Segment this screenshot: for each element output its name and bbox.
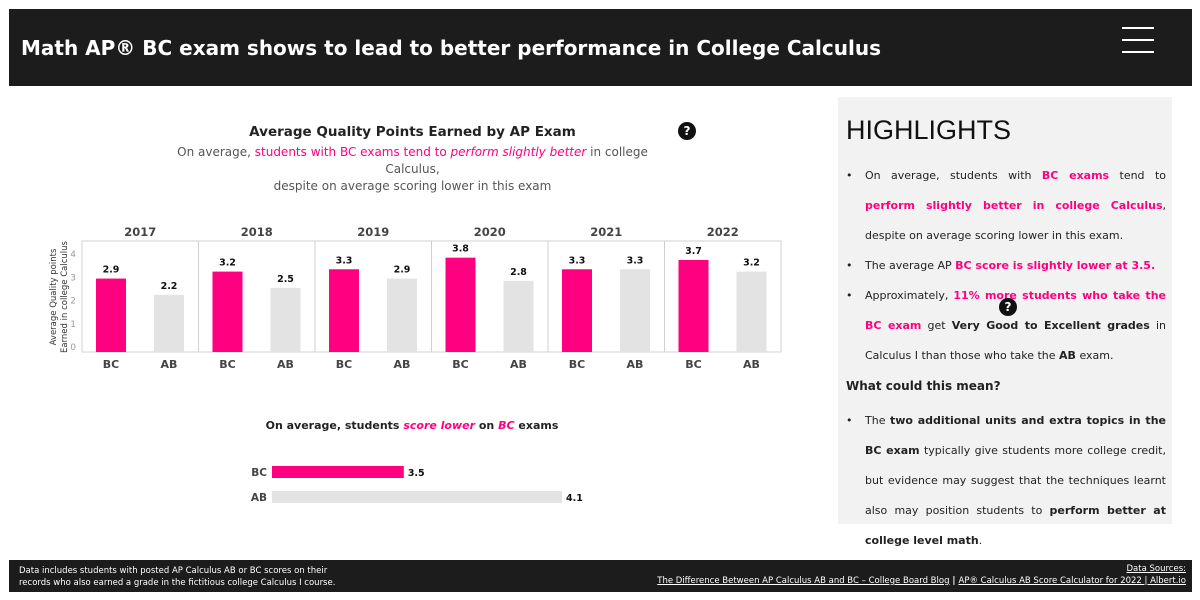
hbar-value-label: 4.1 <box>566 493 583 504</box>
bar-value-label: 2.2 <box>161 281 178 292</box>
bar-bc <box>445 257 476 352</box>
bar-ab <box>736 271 767 352</box>
x-category-label: AB <box>743 358 760 371</box>
y-tick-label: 1 <box>70 320 76 330</box>
help-icon[interactable]: ? <box>999 298 1017 316</box>
hamburger-icon[interactable] <box>1122 27 1154 61</box>
chart2-title: On average, students score lower on BC e… <box>266 419 559 432</box>
highlight-bullet: The average AP BC score is slightly lowe… <box>846 251 1166 281</box>
highlight-bullet: On average, students with BC exams tend … <box>846 161 1166 251</box>
hbar-ab <box>272 491 562 503</box>
title-segment: score lower <box>403 419 475 432</box>
bar-value-label: 3.2 <box>219 258 236 269</box>
bar-ab <box>503 280 534 352</box>
highlights-panel: HIGHLIGHTS On average, students with BC … <box>838 97 1172 547</box>
help-icon[interactable]: ? <box>678 122 696 140</box>
bar-ab <box>270 287 301 352</box>
title-segment: BC <box>498 419 514 432</box>
y-tick-label: 4 <box>70 250 76 260</box>
x-category-label: BC <box>685 358 701 371</box>
x-category-label: AB <box>161 358 178 371</box>
subtitle-highlight: perform slightly better <box>450 145 587 159</box>
bar-value-label: 3.2 <box>743 258 760 269</box>
x-category-label: AB <box>510 358 527 371</box>
bar-value-label: 3.8 <box>452 244 469 255</box>
chart-subtitle: On average, students with BC exams tend … <box>150 144 675 195</box>
subtitle-highlight: students with BC exams tend to <box>254 145 451 159</box>
y-axis-label: Average Quality points <box>49 248 59 345</box>
y-tick-label: 0 <box>70 343 76 353</box>
panel-year-label: 2020 <box>474 225 506 239</box>
highlight-bullet: Approximately, 11% more students who tak… <box>846 281 1166 371</box>
bar-bc <box>678 259 709 352</box>
bar-value-label: 3.3 <box>627 255 644 266</box>
bar-bc <box>96 278 126 352</box>
bar-bc <box>329 269 359 352</box>
x-category-label: AB <box>627 358 644 371</box>
title-segment: exams <box>515 419 559 432</box>
x-category-label: BC <box>219 358 235 371</box>
hbar-category-label: BC <box>251 467 267 479</box>
x-category-label: BC <box>452 358 468 371</box>
chart-title: Average Quality Points Earned by AP Exam <box>249 124 576 140</box>
hbar-category-label: AB <box>251 492 267 504</box>
bar-ab <box>387 278 417 352</box>
bar-value-label: 2.9 <box>394 265 411 276</box>
bar-value-label: 3.7 <box>685 246 702 257</box>
bar-value-label: 2.8 <box>510 267 527 278</box>
title-segment: On average, students <box>266 419 404 432</box>
header: Math AP® BC exam shows to lead to better… <box>9 9 1192 86</box>
bar-ab <box>620 269 650 352</box>
bar-ab <box>154 294 184 352</box>
footer: Data includes students with posted AP Ca… <box>9 560 1192 592</box>
highlights-title: HIGHLIGHTS <box>846 115 1012 145</box>
panel-year-label: 2018 <box>241 225 273 239</box>
subtitle-text: despite on average scoring lower in this… <box>273 179 552 193</box>
panel-year-label: 2017 <box>124 225 156 239</box>
y-tick-label: 3 <box>70 273 76 283</box>
highlight-bullet: The two additional units and extra topic… <box>846 406 1166 556</box>
bar-chart: 0 1 2 3 4 Average Quality points Earned in col… <box>49 225 782 504</box>
x-category-label: BC <box>336 358 352 371</box>
x-category-label: BC <box>103 358 119 371</box>
panel-year-label: 2019 <box>357 225 389 239</box>
bar-bc <box>212 271 243 352</box>
bar-bc <box>562 269 592 352</box>
subtitle-text: in college Calculus, <box>385 145 648 176</box>
source-link[interactable]: The Difference Between AP Calculus AB an… <box>657 576 950 586</box>
x-category-label: AB <box>277 358 294 371</box>
footer-note: Data includes students with posted AP Ca… <box>19 566 336 588</box>
y-axis-label: Earned in college Calculus <box>60 240 70 353</box>
title-segment: on <box>475 419 498 432</box>
data-sources: Data Sources: The Difference Between AP … <box>657 564 1187 586</box>
source-link[interactable]: AP® Calculus AB Score Calculator for 202… <box>958 576 1187 586</box>
panel-year-label: 2022 <box>707 225 739 239</box>
page-title: Math AP® BC exam shows to lead to better… <box>21 36 881 60</box>
question-heading: What could this mean? <box>846 379 1001 393</box>
hbar-value-label: 3.5 <box>408 468 425 479</box>
bar-value-label: 2.5 <box>277 274 294 285</box>
y-tick-label: 2 <box>70 297 76 307</box>
subtitle-text: On average, <box>177 145 255 159</box>
x-category-label: BC <box>569 358 585 371</box>
x-category-label: AB <box>394 358 411 371</box>
bar-value-label: 2.9 <box>103 265 120 276</box>
bar-value-label: 3.3 <box>569 255 586 266</box>
panel-year-label: 2021 <box>590 225 622 239</box>
bar-value-label: 3.3 <box>336 255 353 266</box>
sources-label: Data Sources: <box>1126 564 1186 574</box>
hbar-bc <box>272 466 404 478</box>
